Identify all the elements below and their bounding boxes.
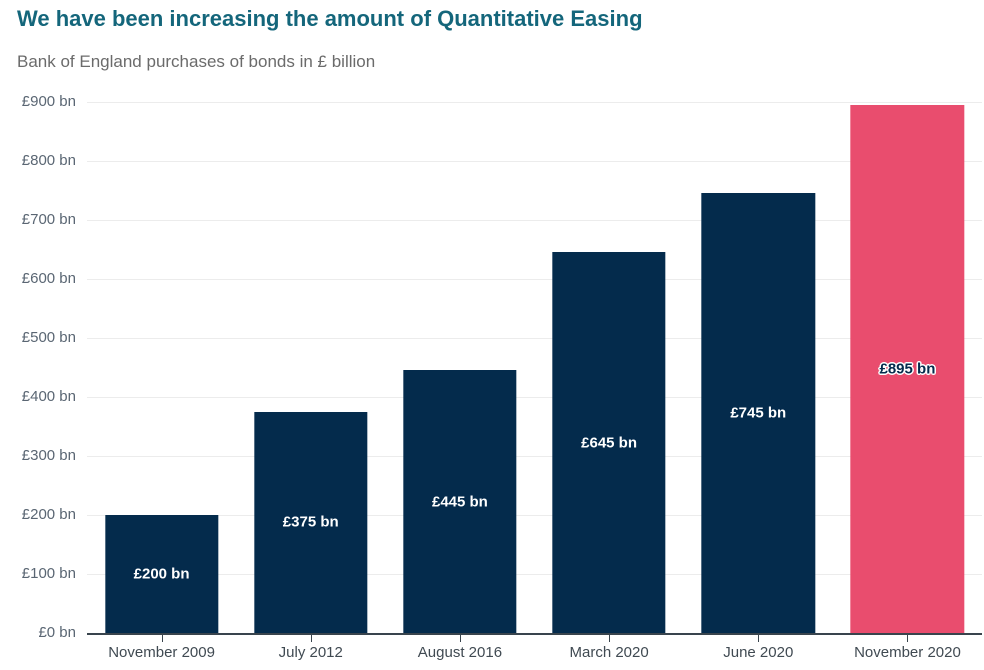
x-axis-cell: November 2020 bbox=[833, 635, 982, 670]
x-tick-mark bbox=[609, 635, 611, 642]
bar-value-label: £745 bn bbox=[730, 404, 787, 422]
x-tick-mark bbox=[758, 635, 760, 642]
gridline bbox=[87, 573, 982, 575]
y-tick-label: £700 bn bbox=[21, 210, 76, 228]
bar-highlighted: £895 bn bbox=[850, 104, 965, 633]
x-tick-mark bbox=[310, 635, 312, 642]
y-tick-label: £0 bn bbox=[38, 624, 76, 641]
chart-title: We have been increasing the amount of Qu… bbox=[17, 6, 643, 31]
bar-value-label: £375 bn bbox=[282, 513, 339, 531]
x-axis-labels: November 2009 July 2012 August 2016 March 2… bbox=[87, 635, 982, 670]
y-tick-label: £500 bn bbox=[21, 328, 76, 346]
bar-columns: £200 bn £375 bn £445 bn £645 bn £745 bn £895 … bbox=[87, 102, 982, 633]
gridline bbox=[87, 337, 982, 339]
x-tick-mark bbox=[161, 635, 163, 642]
y-tick-label: £400 bn bbox=[21, 388, 76, 405]
bar-value-label: £445 bn bbox=[431, 493, 488, 511]
x-axis-cell: November 2009 bbox=[87, 635, 236, 670]
bar-value-label: £895 bn bbox=[879, 360, 936, 378]
y-tick-label: £800 bn bbox=[21, 151, 76, 169]
bar-column: £645 bn bbox=[535, 102, 684, 633]
gridline bbox=[87, 102, 982, 103]
bar-value-label: £645 bn bbox=[581, 434, 638, 452]
x-axis-cell: June 2020 bbox=[684, 635, 833, 670]
x-category-label: November 2009 bbox=[108, 644, 215, 661]
y-tick-label: £600 bn bbox=[21, 269, 76, 287]
gridline bbox=[87, 455, 982, 457]
y-tick-label: £100 bn bbox=[21, 564, 76, 582]
x-category-label: August 2016 bbox=[417, 644, 503, 661]
x-category-label: March 2020 bbox=[569, 644, 649, 661]
y-axis-labels: £0 bn £100 bn £200 bn £300 bn £400 bn £500 bn… bbox=[0, 93, 76, 641]
bar: £645 bn bbox=[552, 252, 666, 633]
bar-column: £445 bn bbox=[385, 102, 534, 633]
bar: £445 bn bbox=[403, 370, 517, 633]
bar: £375 bn bbox=[254, 411, 368, 633]
bar-value-label: £200 bn bbox=[133, 565, 190, 583]
gridline bbox=[87, 278, 982, 280]
y-tick-label: £300 bn bbox=[21, 446, 76, 464]
bar-column: £375 bn bbox=[236, 102, 385, 633]
plot-area: £200 bn £375 bn £445 bn £645 bn £745 bn £895 … bbox=[87, 102, 982, 635]
bar: £200 bn bbox=[104, 515, 219, 633]
gridline bbox=[87, 160, 982, 162]
x-tick-mark bbox=[459, 635, 461, 642]
x-category-label: June 2020 bbox=[723, 644, 794, 661]
x-axis-cell: August 2016 bbox=[385, 635, 534, 670]
bar-column: £200 bn bbox=[87, 102, 236, 633]
bar-column: £745 bn bbox=[684, 102, 833, 633]
gridline bbox=[87, 397, 982, 398]
x-axis-cell: July 2012 bbox=[236, 635, 385, 670]
x-category-label: July 2012 bbox=[278, 644, 343, 661]
x-tick-mark bbox=[907, 635, 909, 642]
bar: £745 bn bbox=[701, 193, 815, 633]
gridline bbox=[87, 219, 982, 221]
chart-subtitle: Bank of England purchases of bonds in £ … bbox=[17, 52, 376, 71]
bar-column: £895 bn bbox=[833, 102, 982, 633]
gridline bbox=[87, 515, 982, 516]
y-tick-label: £200 bn bbox=[21, 506, 76, 523]
y-tick-label: £900 bn bbox=[21, 93, 76, 110]
x-category-label: November 2020 bbox=[854, 644, 961, 661]
x-axis-cell: March 2020 bbox=[535, 635, 684, 670]
